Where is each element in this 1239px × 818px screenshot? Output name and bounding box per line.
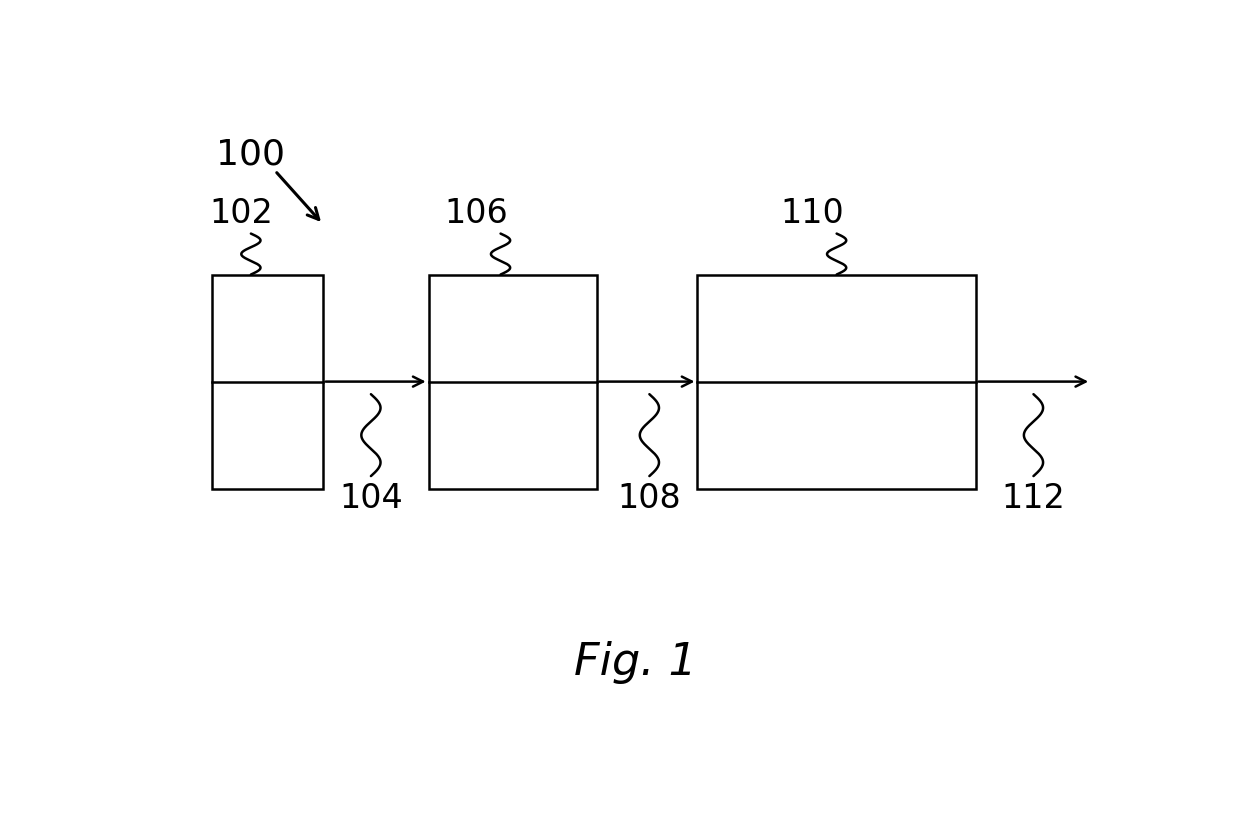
Text: Fig. 1: Fig. 1 — [574, 641, 696, 684]
Text: 106: 106 — [445, 197, 508, 231]
Text: 108: 108 — [617, 483, 681, 515]
FancyBboxPatch shape — [429, 275, 597, 488]
FancyBboxPatch shape — [698, 275, 976, 488]
Text: 112: 112 — [1001, 483, 1066, 515]
FancyBboxPatch shape — [213, 275, 323, 488]
Text: 102: 102 — [209, 197, 274, 231]
Text: 104: 104 — [339, 483, 403, 515]
Text: 110: 110 — [781, 197, 845, 231]
Text: 100: 100 — [217, 138, 285, 172]
